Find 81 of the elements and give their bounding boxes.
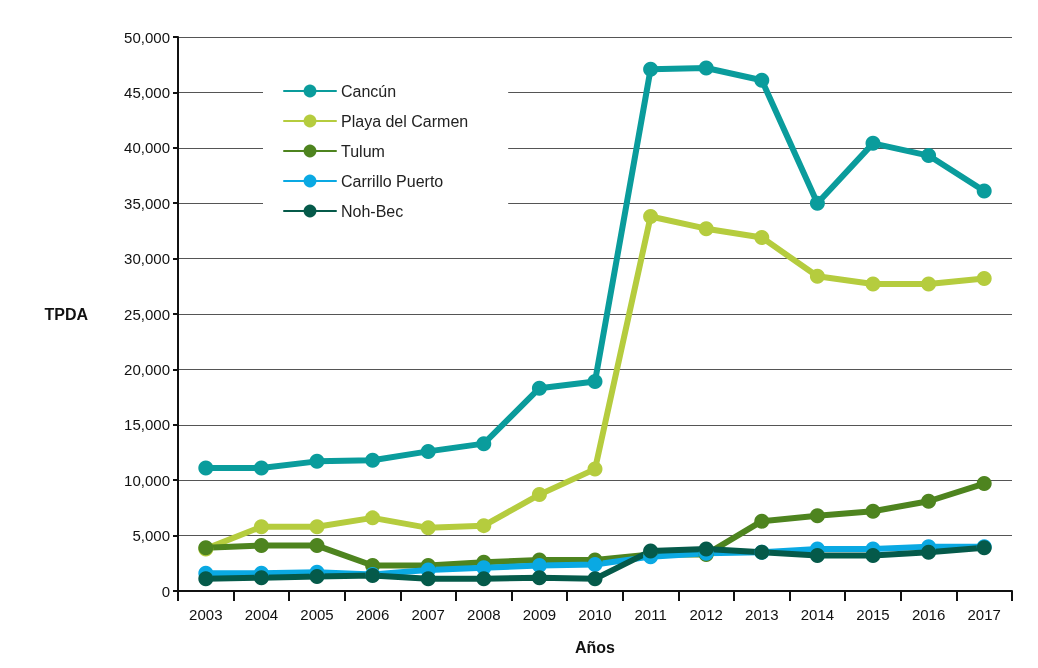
point bbox=[865, 135, 881, 151]
y-tick-label: 5,000 bbox=[132, 527, 170, 545]
x-tick-label: 2009 bbox=[522, 606, 557, 623]
point bbox=[643, 61, 659, 77]
legend-label: Cancún bbox=[341, 82, 397, 100]
point bbox=[754, 72, 770, 88]
y-tick-label: 30,000 bbox=[124, 250, 170, 268]
y-tick-label: 10,000 bbox=[124, 471, 170, 489]
point bbox=[253, 519, 269, 535]
point bbox=[754, 513, 770, 529]
point bbox=[587, 374, 603, 390]
point bbox=[253, 570, 269, 586]
point bbox=[976, 271, 992, 287]
x-tick-label: 2003 bbox=[189, 606, 223, 623]
point bbox=[309, 569, 325, 585]
point bbox=[809, 195, 825, 211]
y-tick-label: 45,000 bbox=[124, 83, 170, 101]
point bbox=[865, 503, 881, 519]
x-tick-label: 2004 bbox=[244, 606, 279, 623]
x-tick-label: 2013 bbox=[745, 606, 779, 623]
y-tick-label: 40,000 bbox=[124, 139, 170, 157]
x-tick-label: 2008 bbox=[467, 606, 501, 623]
point bbox=[476, 436, 492, 452]
point bbox=[198, 571, 214, 587]
point bbox=[754, 230, 770, 246]
point bbox=[921, 276, 937, 292]
point bbox=[921, 493, 937, 509]
y-tick-label: 35,000 bbox=[124, 194, 170, 212]
legend-label: Tulum bbox=[341, 142, 385, 160]
point bbox=[865, 276, 881, 292]
point bbox=[643, 209, 659, 224]
x-tick-label: 2007 bbox=[411, 606, 445, 623]
legend-label: Carrillo Puerto bbox=[341, 172, 444, 190]
point bbox=[253, 460, 269, 476]
point bbox=[976, 183, 992, 199]
x-tick-label: 2012 bbox=[689, 606, 723, 623]
y-tick-label: 50,000 bbox=[124, 28, 170, 46]
point bbox=[253, 538, 269, 554]
point bbox=[698, 221, 714, 237]
point bbox=[531, 570, 547, 586]
point bbox=[809, 508, 825, 524]
point bbox=[976, 476, 992, 492]
point bbox=[309, 453, 325, 469]
point bbox=[809, 548, 825, 564]
x-tick-label: 2005 bbox=[300, 606, 334, 623]
point bbox=[365, 510, 381, 526]
x-tick-label: 2011 bbox=[634, 606, 667, 623]
x-tick-label: 2010 bbox=[578, 606, 612, 623]
legend-label: Noh-Bec bbox=[341, 202, 404, 220]
y-tick-label: 20,000 bbox=[124, 360, 170, 378]
point bbox=[587, 571, 603, 587]
point bbox=[531, 380, 547, 396]
point bbox=[365, 452, 381, 468]
x-tick-label: 2016 bbox=[911, 606, 946, 623]
point bbox=[587, 556, 603, 572]
x-tick-label: 2017 bbox=[967, 606, 1001, 623]
x-tick-label: 2014 bbox=[800, 606, 835, 623]
y-tick-label: 15,000 bbox=[124, 416, 170, 434]
point bbox=[420, 571, 436, 587]
x-tick-label: 2006 bbox=[355, 606, 390, 623]
point bbox=[921, 148, 937, 164]
point bbox=[587, 461, 603, 477]
x-tick-label: 2015 bbox=[856, 606, 890, 623]
y-axis-title: TPDA bbox=[44, 305, 89, 323]
y-tick-label: 0 bbox=[161, 582, 170, 600]
point bbox=[809, 268, 825, 284]
point bbox=[698, 541, 714, 557]
point bbox=[309, 519, 325, 535]
legend-label: Playa del Carmen bbox=[341, 112, 469, 130]
point bbox=[921, 544, 937, 560]
point bbox=[865, 548, 881, 564]
point bbox=[476, 518, 492, 534]
point bbox=[420, 443, 436, 459]
point bbox=[198, 460, 214, 476]
x-axis-title: Años bbox=[575, 638, 616, 656]
y-tick-label: 25,000 bbox=[124, 305, 170, 323]
point bbox=[420, 520, 436, 536]
point bbox=[698, 60, 714, 76]
point bbox=[531, 487, 547, 503]
point bbox=[476, 571, 492, 587]
point bbox=[309, 538, 325, 554]
